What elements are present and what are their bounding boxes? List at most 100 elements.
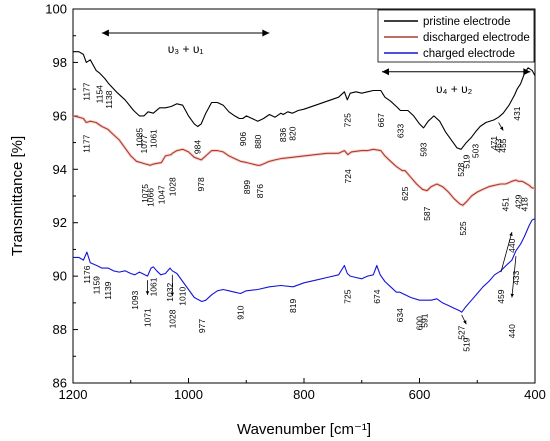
peak-label: 1177 xyxy=(81,82,91,101)
peak-label: 525 xyxy=(458,221,468,235)
x-tick-label: 1200 xyxy=(59,387,88,402)
peak-label: 1093 xyxy=(130,291,140,310)
series-line-pristine-electrode xyxy=(73,51,536,150)
peak-label: 819 xyxy=(288,299,298,313)
peak-label: 1159 xyxy=(92,276,102,295)
peak-label: 1077 xyxy=(139,134,149,153)
y-tick-label: 88 xyxy=(53,322,67,337)
peak-label: 1176 xyxy=(82,265,92,284)
band-annotations: υ₃ + υ₁ υ₄ + υ₂ xyxy=(101,29,531,96)
peak-label: 429 xyxy=(513,194,523,208)
y-tick-label: 98 xyxy=(53,55,67,70)
y-tick-label: 92 xyxy=(53,215,67,230)
peak-label: 667 xyxy=(376,113,386,127)
peak-label: 724 xyxy=(343,169,353,183)
band-arrow-head-right xyxy=(523,68,531,76)
peak-label: 503 xyxy=(471,144,481,158)
series-line-discharged-electrode xyxy=(72,115,535,206)
peak-label: 880 xyxy=(253,134,263,148)
y-tick-label: 96 xyxy=(53,108,67,123)
peak-arrow-head xyxy=(463,320,467,325)
peak-label: 440 xyxy=(507,238,517,252)
peak-label: 587 xyxy=(422,206,432,220)
legend-label: pristine electrode xyxy=(423,16,511,28)
y-tick-label: 86 xyxy=(53,376,67,391)
peak-label: 876 xyxy=(255,184,265,198)
x-axis: 1200 1000 800 600 400 xyxy=(59,378,546,402)
peak-label: 463 xyxy=(494,138,504,152)
legend-label: charged electrode xyxy=(423,48,515,60)
peak-label: 593 xyxy=(419,142,429,156)
peak-label: 984 xyxy=(193,140,203,154)
peak-label: 433 xyxy=(511,271,521,285)
peak-label: 978 xyxy=(196,177,206,191)
peak-label: 1028 xyxy=(167,177,177,196)
peak-label: 633 xyxy=(395,124,405,138)
peak-label: 600 xyxy=(415,316,425,330)
x-tick-label: 600 xyxy=(409,387,431,402)
series-line-charged-electrode xyxy=(73,218,536,313)
peak-label: 1061 xyxy=(148,129,158,148)
peak-label: 1071 xyxy=(143,308,153,327)
band-arrow-head-left xyxy=(381,68,389,76)
peak-label: 910 xyxy=(236,305,246,319)
y-axis: 86 88 90 92 94 96 98 100 xyxy=(45,2,78,391)
series-layer xyxy=(72,51,536,313)
peak-label: 1177 xyxy=(81,134,91,153)
peak-label: 625 xyxy=(400,186,410,200)
peak-arrow-head xyxy=(170,292,175,297)
peak-label: 977 xyxy=(197,319,207,333)
x-tick-label: 1000 xyxy=(174,387,203,402)
peak-label: 725 xyxy=(342,289,352,303)
peak-label: 527 xyxy=(457,325,467,339)
peak-label: 528 xyxy=(456,162,466,176)
peak-label: 519 xyxy=(461,337,471,351)
legend: pristine electrode discharged electrode ch… xyxy=(377,9,535,63)
y-axis-title: Transmittance [%] xyxy=(9,136,26,256)
peak-arrow xyxy=(511,256,517,298)
x-tick-label: 800 xyxy=(293,387,315,402)
x-axis-title: Wavenumber [cm⁻¹] xyxy=(237,421,371,438)
peak-label: 455 xyxy=(498,138,508,152)
peak-label: 1066 xyxy=(145,188,155,207)
peak-label: 1061 xyxy=(148,277,158,296)
band-label: υ₃ + υ₁ xyxy=(168,42,204,56)
peak-label: 899 xyxy=(242,180,252,194)
peak-label: 418 xyxy=(520,197,530,211)
peak-label: 725 xyxy=(342,113,352,127)
peak-arrow-head xyxy=(510,293,514,298)
peak-arrow-head xyxy=(499,126,504,131)
peak-label: 1010 xyxy=(178,287,188,306)
peak-label: 1032 xyxy=(165,283,175,302)
peak-label: 1047 xyxy=(156,185,166,204)
y-tick-label: 100 xyxy=(45,2,67,17)
peak-label: 1075 xyxy=(140,184,150,203)
peak-label: 1154 xyxy=(95,85,105,104)
peak-label: 1028 xyxy=(167,309,177,328)
y-tick-label: 94 xyxy=(53,162,67,177)
peak-label: 451 xyxy=(501,197,511,211)
peak-arrow xyxy=(500,231,513,273)
peak-label: 836 xyxy=(278,128,288,142)
peak-arrow-head xyxy=(509,232,513,236)
peak-label: 906 xyxy=(238,132,248,146)
peak-label: 1139 xyxy=(103,281,113,300)
peak-label: 440 xyxy=(507,324,517,338)
band-label: υ₄ + υ₂ xyxy=(436,82,473,96)
y-tick-label: 90 xyxy=(53,269,67,284)
peak-label: 471 xyxy=(489,136,499,150)
peak-arrow-head xyxy=(145,291,150,295)
x-tick-label: 400 xyxy=(524,387,546,402)
band-arrow-head-left xyxy=(101,29,109,37)
peak-label: 674 xyxy=(372,289,382,303)
legend-label: discharged electrode xyxy=(423,32,530,44)
peak-label: 459 xyxy=(496,289,506,303)
peak-label: 591 xyxy=(420,313,430,327)
peak-label: 1085 xyxy=(134,128,144,147)
peak-label: 1138 xyxy=(104,90,114,109)
peak-label: 820 xyxy=(287,126,297,140)
peak-label: 519 xyxy=(461,154,471,168)
peak-label: 634 xyxy=(395,308,405,322)
